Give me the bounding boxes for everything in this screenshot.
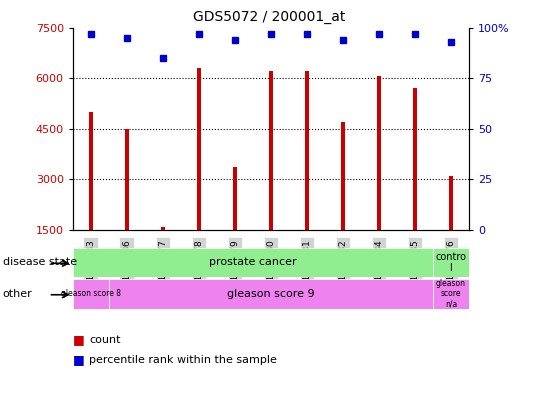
Text: gleason
score
n/a: gleason score n/a [436,279,466,309]
Bar [73,279,109,309]
Bar [377,76,381,230]
Text: disease state: disease state [3,257,77,267]
Bar [125,129,129,230]
Text: prostate cancer: prostate cancer [209,257,296,267]
Text: ■: ■ [73,333,85,347]
Text: count: count [89,335,120,345]
Bar [88,112,93,230]
Bar [233,167,237,230]
Bar [413,88,417,230]
Bar [268,72,273,230]
Text: ■: ■ [73,353,85,366]
Bar [197,68,201,230]
Bar [433,248,469,277]
Text: gleason score 8: gleason score 8 [61,289,121,298]
Text: gleason score 9: gleason score 9 [227,289,315,299]
Bar [305,72,309,230]
Bar [109,279,433,309]
Text: contro
l: contro l [436,252,466,273]
Bar [433,279,469,309]
Bar [161,226,165,230]
Bar [341,122,345,230]
Text: GDS5072 / 200001_at: GDS5072 / 200001_at [194,10,345,24]
Text: other: other [3,288,32,299]
Bar [449,176,453,230]
Text: percentile rank within the sample: percentile rank within the sample [89,354,277,365]
